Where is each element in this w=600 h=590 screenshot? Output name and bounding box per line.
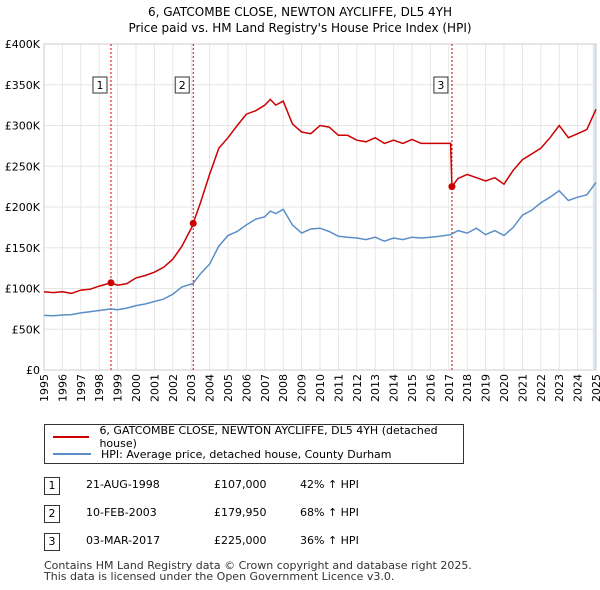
x-tick-label: 2007: [259, 374, 272, 402]
chart-subtitle: Price paid vs. HM Land Registry's House …: [128, 21, 472, 35]
x-tick-label: 2010: [314, 374, 327, 402]
y-tick-label: £0: [26, 364, 40, 377]
footer-line-licence: This data is licensed under the Open Gov…: [44, 570, 395, 583]
x-tick-label: 2018: [461, 374, 474, 402]
sales-table: 1 21-AUG-1998 £107,000 42% ↑ HPI 2 10-FE…: [44, 474, 444, 558]
footer-credits: Contains HM Land Registry data © Crown c…: [44, 560, 472, 582]
sale-point: [448, 183, 456, 191]
plot-area-border: [43, 43, 597, 371]
sale-number-badge: 1: [44, 477, 60, 495]
sale-marker-label: 3: [437, 79, 444, 92]
legend-swatch-property: [53, 436, 90, 438]
x-tick-label: 1996: [56, 374, 69, 402]
y-tick-label: £350K: [5, 79, 41, 92]
x-tick-label: 2008: [277, 374, 290, 402]
sale-marker-badge: [433, 76, 449, 94]
x-tick-label: 2009: [296, 374, 309, 402]
x-tick-label: 1999: [112, 374, 125, 402]
sale-row: 1 21-AUG-1998 £107,000 42% ↑ HPI: [44, 474, 444, 502]
x-tick-label: 2020: [498, 374, 511, 402]
x-tick-label: 2015: [406, 374, 419, 402]
x-tick-label: 2023: [553, 374, 566, 402]
x-tick-label: 2017: [443, 374, 456, 402]
x-tick-label: 2025: [590, 374, 600, 402]
sale-number-badge: 2: [44, 505, 60, 523]
legend-label-hpi: HPI: Average price, detached house, Coun…: [101, 447, 392, 461]
x-tick-label: 2013: [369, 374, 382, 402]
legend-swatch-hpi: [53, 453, 91, 455]
y-tick-label: £400K: [5, 38, 41, 51]
sale-price: £107,000: [214, 478, 267, 491]
y-tick-label: £50K: [12, 323, 41, 336]
sale-hpi-change: 68% ↑ HPI: [300, 506, 359, 519]
y-tick-label: £300K: [5, 120, 41, 133]
sale-marker-label: 1: [96, 79, 103, 92]
x-tick-label: 2003: [185, 374, 198, 402]
sale-price: £225,000: [214, 534, 267, 547]
x-tick-label: 2016: [424, 374, 437, 402]
x-tick-label: 2019: [480, 374, 493, 402]
series-line: [43, 98, 597, 295]
sale-price: £179,950: [214, 506, 267, 519]
legend-item-hpi: HPI: Average price, detached house, Coun…: [53, 445, 392, 463]
x-tick-label: 2024: [572, 374, 585, 402]
y-tick-label: £100K: [5, 283, 41, 296]
x-tick-label: 2000: [130, 374, 143, 402]
x-tick-label: 2001: [148, 374, 161, 402]
series-line: [43, 182, 597, 317]
x-tick-label: 2004: [204, 374, 217, 402]
sale-marker-label: 2: [179, 79, 186, 92]
x-tick-label: 1998: [93, 374, 106, 402]
price-chart: £0 £50K £100K £150K £200K £250K £300K £350K £400…: [5, 38, 600, 402]
x-tick-label: 2012: [351, 374, 364, 402]
sale-row: 3 03-MAR-2017 £225,000 36% ↑ HPI: [44, 530, 444, 558]
x-tick-label: 2006: [240, 374, 253, 402]
sale-row: 2 10-FEB-2003 £179,950 68% ↑ HPI: [44, 502, 444, 530]
x-tick-label: 1997: [75, 374, 88, 402]
sale-marker-badge: [174, 76, 190, 94]
sale-hpi-change: 36% ↑ HPI: [300, 534, 359, 547]
x-tick-label: 2021: [516, 374, 529, 402]
y-tick-label: £150K: [5, 242, 41, 255]
sale-date: 10-FEB-2003: [86, 506, 157, 519]
y-tick-label: £200K: [5, 201, 41, 214]
x-tick-label: 2002: [167, 374, 180, 402]
legend-item-property: 6, GATCOMBE CLOSE, NEWTON AYCLIFFE, DL5 …: [53, 424, 463, 450]
chart-title: 6, GATCOMBE CLOSE, NEWTON AYCLIFFE, DL5 …: [147, 5, 453, 19]
sale-number-badge: 3: [44, 533, 60, 551]
sale-point: [107, 279, 115, 287]
sale-marker-badge: [92, 76, 108, 94]
x-tick-label: 2011: [332, 374, 345, 402]
x-tick-label: 2005: [222, 374, 235, 402]
chart-legend: 6, GATCOMBE CLOSE, NEWTON AYCLIFFE, DL5 …: [44, 424, 464, 464]
x-tick-label: 2022: [535, 374, 548, 402]
sale-hpi-change: 42% ↑ HPI: [300, 478, 359, 491]
sale-date: 21-AUG-1998: [86, 478, 160, 491]
x-tick-label: 1995: [38, 374, 51, 402]
sale-date: 03-MAR-2017: [86, 534, 161, 547]
legend-label-property: 6, GATCOMBE CLOSE, NEWTON AYCLIFFE, DL5 …: [99, 424, 438, 450]
footer-line-copyright: Contains HM Land Registry data © Crown c…: [44, 559, 472, 572]
y-tick-label: £250K: [5, 160, 41, 173]
sale-point: [189, 219, 197, 227]
x-tick-label: 2014: [388, 374, 401, 402]
